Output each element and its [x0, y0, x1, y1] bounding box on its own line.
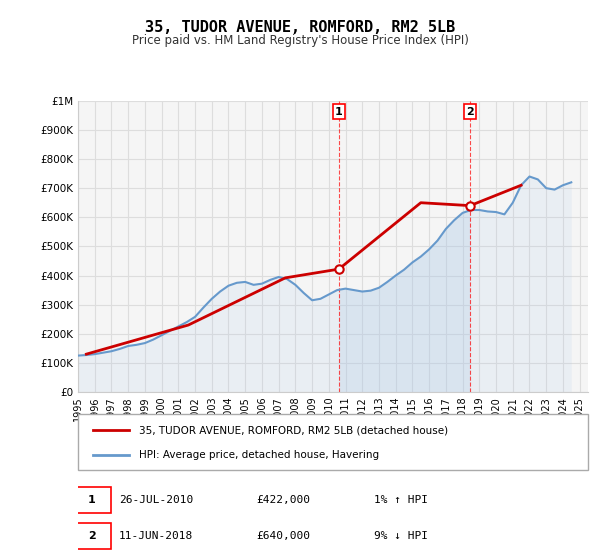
- Text: 2: 2: [466, 106, 474, 116]
- Text: 1: 1: [88, 495, 95, 505]
- FancyBboxPatch shape: [73, 487, 111, 513]
- FancyBboxPatch shape: [73, 523, 111, 549]
- Text: £422,000: £422,000: [257, 495, 311, 505]
- Text: 26-JUL-2010: 26-JUL-2010: [119, 495, 193, 505]
- FancyBboxPatch shape: [78, 414, 588, 470]
- Text: 11-JUN-2018: 11-JUN-2018: [119, 531, 193, 541]
- Text: 1% ↑ HPI: 1% ↑ HPI: [374, 495, 428, 505]
- Text: HPI: Average price, detached house, Havering: HPI: Average price, detached house, Have…: [139, 450, 379, 460]
- Text: 35, TUDOR AVENUE, ROMFORD, RM2 5LB: 35, TUDOR AVENUE, ROMFORD, RM2 5LB: [145, 20, 455, 35]
- Text: 1: 1: [335, 106, 343, 116]
- Text: Price paid vs. HM Land Registry's House Price Index (HPI): Price paid vs. HM Land Registry's House …: [131, 34, 469, 46]
- Text: 2: 2: [88, 531, 95, 541]
- Text: 35, TUDOR AVENUE, ROMFORD, RM2 5LB (detached house): 35, TUDOR AVENUE, ROMFORD, RM2 5LB (deta…: [139, 425, 448, 435]
- Text: 9% ↓ HPI: 9% ↓ HPI: [374, 531, 428, 541]
- Text: £640,000: £640,000: [257, 531, 311, 541]
